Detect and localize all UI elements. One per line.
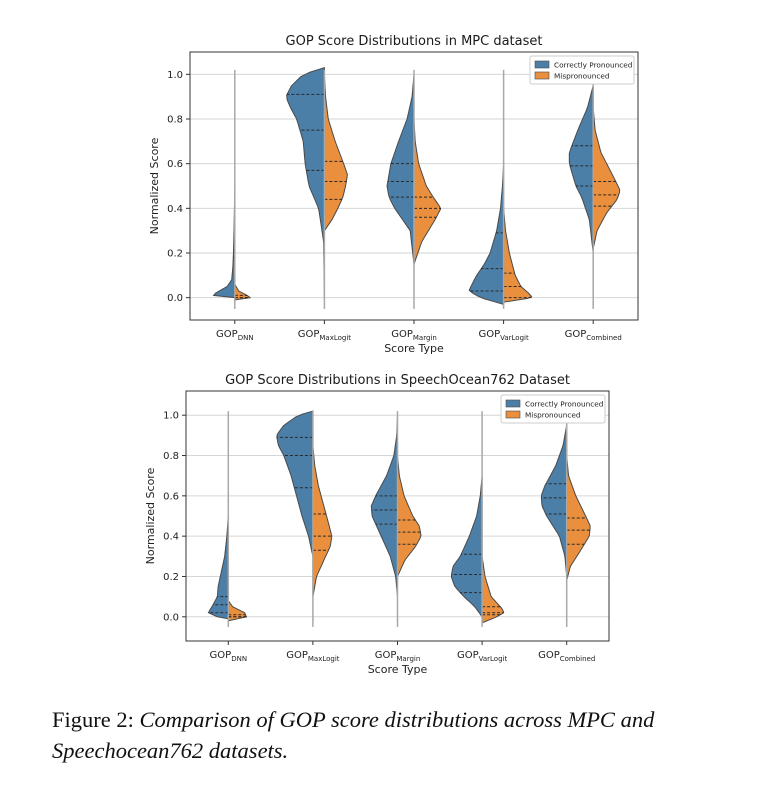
x-tick-sub: DNN (231, 655, 247, 663)
violin-half (450, 475, 483, 619)
x-axis-label: Score Type (384, 342, 444, 355)
violin-half (592, 107, 621, 249)
mpc-violin-chart: GOP Score Distributions in MPC dataset 0.… (148, 34, 639, 355)
y-tick-label: 0.2 (163, 572, 179, 583)
x-tick-base: GOP (210, 650, 232, 661)
x-tick-sub: MaxLogit (319, 334, 351, 342)
legend-label: Correctly Pronounced (554, 61, 632, 70)
y-tick-label: 0.0 (167, 293, 183, 304)
x-tick-label: GOPMaxLogit (286, 650, 340, 663)
legend-box (529, 55, 635, 85)
legend-swatch (534, 60, 550, 69)
x-tick-label: GOPCombined (538, 650, 595, 663)
x-tick-base: GOP (391, 329, 413, 340)
violin-half (286, 66, 325, 298)
violin-half (397, 455, 422, 577)
legend-swatch (505, 399, 521, 408)
y-tick-label: 0.6 (167, 159, 183, 170)
violin-half (370, 415, 398, 597)
x-tick-sub: Combined (560, 655, 596, 663)
x-tick-sub: Margin (396, 655, 420, 663)
x-tick-label: GOPMargin (375, 650, 421, 663)
x-tick-sub: Combined (586, 334, 622, 342)
x-tick-base: GOP (298, 329, 320, 340)
y-tick-label: 1.0 (167, 70, 183, 81)
x-tick-base: GOP (375, 650, 397, 661)
y-tick-label: 0.2 (167, 249, 183, 260)
caption-text: Comparison of GOP score distributions ac… (52, 707, 655, 763)
x-tick-label: GOPDNN (210, 650, 248, 663)
legend-swatch (505, 410, 521, 419)
violin-half (481, 556, 505, 624)
violin-half (568, 85, 594, 298)
figure-caption: Figure 2: Comparison of GOP score distri… (52, 704, 742, 766)
x-tick-label: GOPVarLogit (457, 650, 508, 663)
x-tick-base: GOP (478, 329, 500, 340)
x-tick-base: GOP (538, 650, 560, 661)
violin-half (468, 163, 505, 306)
violin-half (540, 425, 568, 577)
x-tick-sub: MaxLogit (308, 655, 340, 663)
x-tick-label: GOPDNN (216, 329, 254, 342)
violin-half (212, 185, 236, 299)
legend-box (500, 394, 606, 424)
x-tick-base: GOP (286, 650, 308, 661)
chart-title: GOP Score Distributions in SpeechOcean76… (225, 373, 570, 388)
y-axis-label: Normalized Score (148, 137, 161, 234)
violin-half (503, 208, 533, 303)
violin-half (276, 410, 314, 557)
x-tick-sub: DNN (238, 334, 254, 342)
legend-swatch (534, 71, 550, 80)
y-tick-label: 0.8 (167, 115, 183, 126)
violin-half (312, 445, 333, 597)
y-tick-label: 0.4 (163, 532, 179, 543)
y-tick-label: 0.4 (167, 204, 183, 215)
speechocean-violin-chart: GOP Score Distributions in SpeechOcean76… (144, 373, 610, 676)
x-tick-base: GOP (457, 650, 479, 661)
violin-half (234, 282, 251, 301)
y-tick-label: 1.0 (163, 411, 179, 422)
y-axis-label: Normalized Score (144, 467, 157, 564)
legend-label: Mispronounced (525, 411, 581, 420)
violin-half (207, 515, 229, 620)
violin-half (323, 74, 348, 233)
violin-half (386, 74, 415, 298)
chart-title: GOP Score Distributions in MPC dataset (286, 34, 543, 49)
x-tick-base: GOP (216, 329, 238, 340)
caption-label: Figure 2: (52, 707, 140, 732)
x-tick-sub: Margin (413, 334, 437, 342)
violin-half (413, 118, 442, 265)
legend-label: Mispronounced (554, 72, 610, 81)
x-tick-base: GOP (565, 329, 587, 340)
y-tick-label: 0.0 (163, 612, 179, 623)
x-tick-label: GOPMargin (391, 329, 437, 342)
violin-half (227, 599, 248, 622)
x-tick-label: GOPVarLogit (478, 329, 529, 342)
x-tick-sub: VarLogit (500, 334, 529, 342)
x-axis-label: Score Type (368, 663, 428, 676)
y-tick-label: 0.8 (163, 451, 179, 462)
y-tick-label: 0.6 (163, 491, 179, 502)
x-tick-label: GOPMaxLogit (298, 329, 352, 342)
legend-label: Correctly Pronounced (525, 400, 603, 409)
x-tick-label: GOPCombined (565, 329, 622, 342)
x-tick-sub: VarLogit (479, 655, 508, 663)
